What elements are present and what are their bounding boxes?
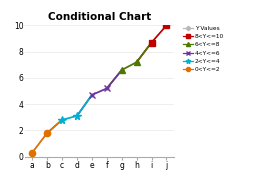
Legend: Y Values, 8<Y<=10, 6<Y<=8, 4<Y<=6, 2<Y<=4, 0<Y<=2: Y Values, 8<Y<=10, 6<Y<=8, 4<Y<=6, 2<Y<=…: [183, 26, 224, 72]
Title: Conditional Chart: Conditional Chart: [48, 12, 151, 22]
